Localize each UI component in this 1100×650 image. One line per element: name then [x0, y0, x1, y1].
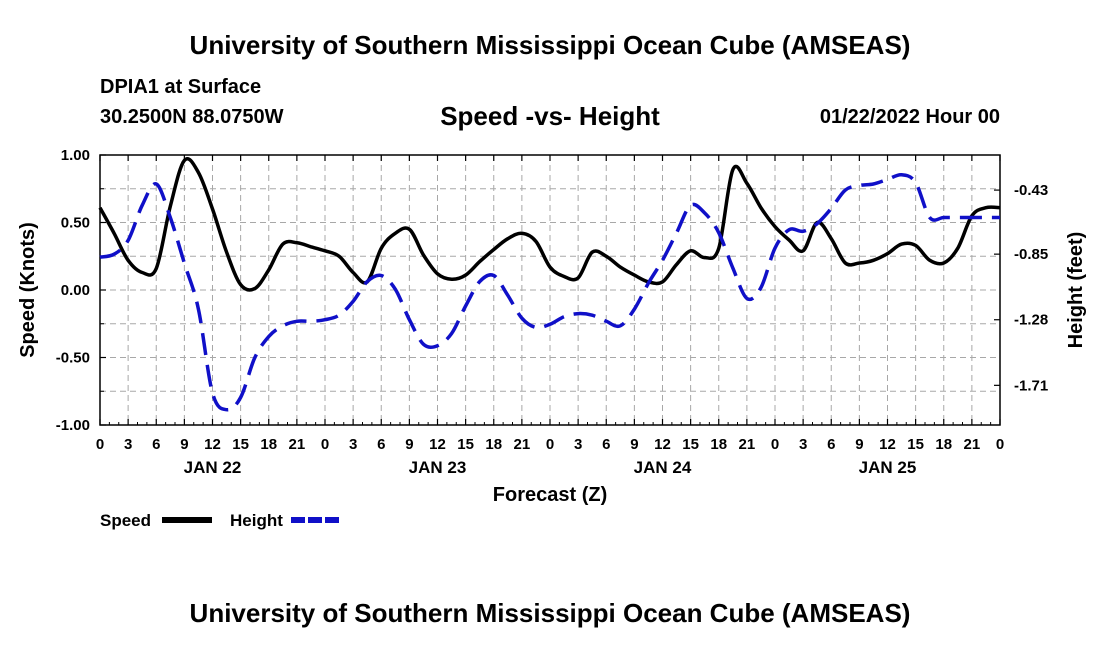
x-tick-label: 6 — [152, 436, 160, 453]
y-tick-label: 0.00 — [61, 282, 90, 299]
height-series-line — [99, 173, 1000, 412]
x-tick-label: 15 — [907, 436, 924, 453]
x-tick-label: 6 — [827, 436, 835, 453]
legend-label-height: Height — [230, 511, 283, 530]
y2-tick-label: -1.71 — [1014, 377, 1048, 394]
chart-subtitle: Speed -vs- Height — [440, 101, 660, 131]
x-tick-label: 18 — [935, 436, 952, 453]
x-tick-label: 0 — [996, 436, 1004, 453]
speed-series-line — [98, 157, 1001, 292]
x-tick-label: 9 — [855, 436, 863, 453]
station-label: DPIA1 at Surface — [100, 76, 262, 98]
y-tick-label: 1.00 — [61, 147, 90, 164]
x-tick-label: 12 — [204, 436, 221, 453]
y2-tick-label: -0.85 — [1014, 246, 1048, 263]
x-tick-label: 18 — [485, 436, 502, 453]
y2-axis-label: Height (feet) — [1065, 232, 1087, 349]
y2-tick-label: -0.43 — [1014, 182, 1048, 199]
x-tick-label: 9 — [405, 436, 413, 453]
main-title: University of Southern Mississippi Ocean… — [189, 30, 911, 60]
x-tick-label: 15 — [232, 436, 249, 453]
x-tick-label: 3 — [799, 436, 807, 453]
x-tick-label: 21 — [514, 436, 531, 453]
speed-height-chart: 0 3 6 9 12 15 18 21 0 3 6 9 12 15 18 21 0 3 6 9 12 15 18 21 0 3 6 9… — [17, 147, 1087, 530]
day-label: JAN 23 — [409, 458, 467, 477]
y-tick-label: 0.50 — [61, 215, 90, 232]
day-label: JAN 22 — [184, 458, 242, 477]
x-tick-label: 0 — [771, 436, 779, 453]
x-tick-label: 0 — [96, 436, 104, 453]
x-tick-label: 3 — [349, 436, 357, 453]
x-tick-label: 18 — [260, 436, 277, 453]
x-tick-label: 15 — [682, 436, 699, 453]
legend-label-speed: Speed — [100, 511, 151, 530]
x-tick-label: 21 — [964, 436, 981, 453]
x-tick-label: 12 — [429, 436, 446, 453]
x-tick-label: 6 — [377, 436, 385, 453]
x-tick-label: 3 — [124, 436, 132, 453]
x-tick-label: 0 — [546, 436, 554, 453]
y2-tick-label: -1.28 — [1014, 312, 1048, 329]
y-axis-label: Speed (Knots) — [17, 222, 39, 358]
x-tick-label: 21 — [289, 436, 306, 453]
x-tick-label: 3 — [574, 436, 582, 453]
x-tick-label: 21 — [739, 436, 756, 453]
x-axis-label: Forecast (Z) — [493, 484, 607, 506]
x-tick-label: 12 — [879, 436, 896, 453]
x-tick-label: 18 — [710, 436, 727, 453]
x-tick-label: 6 — [602, 436, 610, 453]
x-tick-label: 0 — [321, 436, 329, 453]
day-label: JAN 24 — [634, 458, 692, 477]
coordinates-label: 30.2500N 88.0750W — [100, 106, 284, 128]
y-tick-label: -1.00 — [56, 417, 90, 434]
x-tick-label: 9 — [180, 436, 188, 453]
x-tick-label: 15 — [457, 436, 474, 453]
y-tick-label: -0.50 — [56, 350, 90, 367]
forecast-datetime: 01/22/2022 Hour 00 — [819, 106, 1000, 128]
x-tick-label: 12 — [654, 436, 671, 453]
x-tick-label: 9 — [630, 436, 638, 453]
footer-title: University of Southern Mississippi Ocean… — [189, 598, 911, 628]
day-label: JAN 25 — [859, 458, 917, 477]
